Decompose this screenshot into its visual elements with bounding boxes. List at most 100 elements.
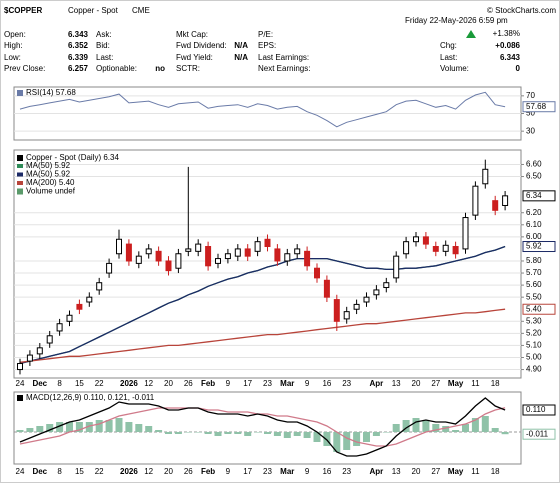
y-tick-label: 4.90: [526, 365, 542, 374]
last-value-box: [522, 404, 556, 416]
x-tick-label: Mar: [280, 467, 294, 476]
histogram-bar: [85, 422, 93, 432]
legend-text: Copper - Spot (Daily) 6.34: [26, 153, 119, 162]
last-value-label: 5.92: [526, 242, 542, 251]
field-value: 0: [516, 64, 521, 73]
field-value: 6.343: [68, 30, 89, 39]
last-value-label: 6.34: [526, 191, 542, 200]
series-line: [19, 397, 506, 457]
candle-body: [264, 238, 271, 248]
x-tick-label: 9: [226, 467, 231, 476]
histogram-bar: [135, 424, 143, 432]
x-tick-label: Apr: [370, 379, 384, 388]
candle-body: [244, 248, 251, 257]
field-value: N/A: [234, 41, 248, 50]
x-tick-label: 27: [431, 379, 440, 388]
histogram-bar: [462, 424, 469, 432]
histogram-bar: [333, 432, 341, 452]
candle-body: [393, 255, 400, 279]
x-tick-label: 2026: [120, 467, 138, 476]
legend-swatch: [17, 90, 23, 96]
legend-swatch: [17, 181, 23, 185]
field-value: 6.339: [68, 53, 89, 62]
histogram-bar: [26, 428, 34, 432]
field-value: N/A: [234, 53, 248, 62]
price-panel: [13, 149, 522, 379]
candle-body: [314, 267, 320, 279]
last-value-label: 5.40: [526, 304, 542, 313]
y-tick-label: 6.00: [526, 232, 542, 241]
histogram-bar: [165, 432, 172, 434]
histogram-bar: [372, 432, 380, 436]
x-tick-label: 24: [16, 379, 25, 388]
field-label: Volume:: [440, 64, 469, 73]
x-tick-label: 11: [471, 379, 480, 388]
field-label: Last:: [96, 53, 113, 62]
field-label: Fwd Dividend:: [176, 41, 227, 50]
y-tick-label: 5.80: [526, 256, 542, 265]
candle-body: [185, 248, 192, 252]
x-tick-label: 23: [263, 379, 272, 388]
legend-text: MA(50) 5.92: [26, 170, 71, 179]
y-tick-label: 70: [526, 91, 535, 100]
candle-body: [145, 248, 152, 255]
field-value: 6.352: [68, 41, 89, 50]
candle-body: [274, 248, 281, 262]
last-value-box: [522, 303, 556, 315]
symbol: $COPPER: [4, 6, 42, 15]
x-tick-label: 23: [342, 379, 351, 388]
candle-body: [413, 236, 419, 243]
legend-text: Volume undef: [26, 187, 76, 196]
field-label: Mkt Cap:: [176, 30, 208, 39]
candle-body: [125, 243, 132, 262]
last-value-box: [522, 428, 556, 440]
x-tick-label: 12: [144, 379, 153, 388]
last-value-label: 57.68: [526, 102, 547, 111]
exchange: CME: [132, 6, 150, 15]
histogram-bar: [155, 430, 163, 432]
candle-body: [254, 241, 261, 252]
histogram-bar: [254, 432, 262, 433]
field-value: +0.086: [495, 41, 520, 50]
candle-body: [76, 303, 83, 310]
candle-body: [205, 246, 212, 267]
histogram-bar: [95, 420, 103, 432]
candle-body: [353, 303, 360, 310]
x-tick-label: Mar: [280, 379, 294, 388]
x-tick-label: 13: [392, 467, 401, 476]
y-tick-label: 5.10: [526, 341, 542, 350]
series-line: [19, 91, 506, 128]
histogram-bar: [501, 432, 509, 435]
field-label: Bid:: [96, 41, 110, 50]
instrument-name: Copper - Spot: [68, 6, 119, 15]
candle-body: [135, 255, 142, 264]
x-tick-label: 15: [75, 379, 84, 388]
x-tick-label: 9: [305, 467, 310, 476]
y-tick-label: 6.10: [526, 220, 542, 229]
histogram-bar: [224, 432, 232, 434]
histogram-bar: [323, 432, 331, 446]
histogram-bar: [184, 432, 192, 433]
datetime: Friday 22-May-2026 6:59 pm: [405, 16, 508, 25]
histogram-bar: [491, 428, 499, 432]
last-value-box: [522, 241, 556, 253]
histogram-bar: [392, 424, 400, 432]
histogram-bar: [264, 432, 271, 434]
candle-body: [17, 363, 23, 371]
x-tick-label: 17: [243, 467, 252, 476]
legend-text: MA(50) 5.92: [26, 161, 71, 170]
candle-body: [492, 200, 499, 211]
legend-text: RSI(14) 57.68: [26, 88, 76, 97]
candle-body: [46, 335, 53, 344]
histogram-bar: [273, 432, 281, 436]
histogram-bar: [353, 432, 361, 446]
field-value: 6.257: [68, 64, 89, 73]
candle-body: [422, 236, 429, 245]
histogram-bar: [481, 416, 489, 432]
histogram-bar: [75, 422, 83, 432]
x-tick-label: 17: [243, 379, 252, 388]
x-tick-label: Feb: [201, 467, 215, 476]
x-tick-label: 13: [392, 379, 401, 388]
candle-body: [383, 282, 390, 289]
